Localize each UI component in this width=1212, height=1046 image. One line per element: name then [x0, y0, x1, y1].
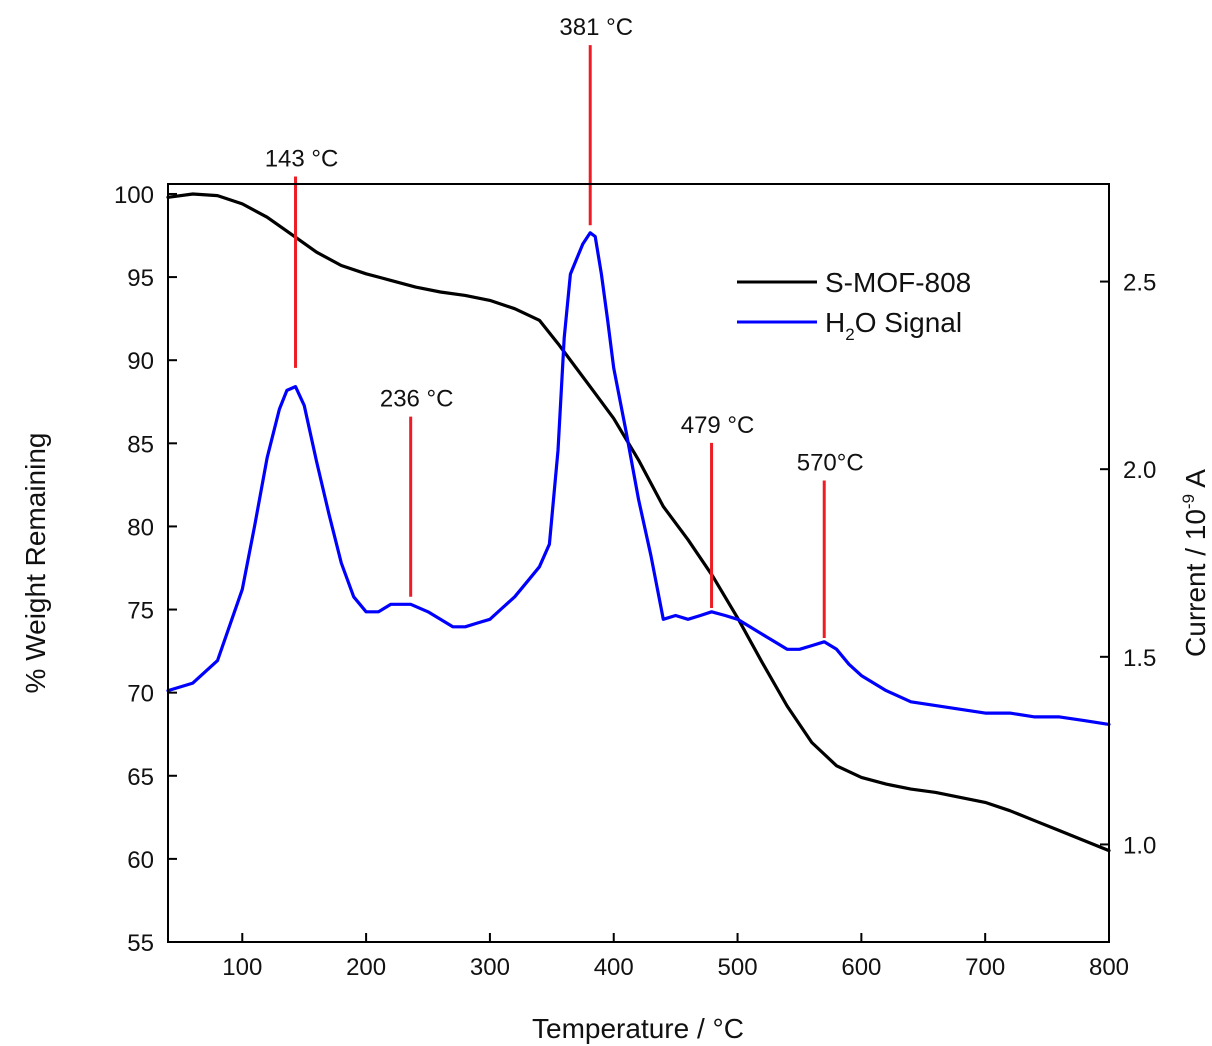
y-left-axis-title: % Weight Remaining	[20, 433, 51, 694]
x-tick-label: 800	[1089, 954, 1129, 981]
y-left-tick-label: 65	[127, 764, 154, 791]
y-right-axis-title: Current / 10-9 A	[1179, 469, 1211, 657]
x-tick-label: 600	[841, 954, 881, 981]
y-right-tick-label: 2.5	[1123, 270, 1156, 297]
y-left-tick-label: 95	[127, 265, 154, 292]
legend-label-s-mof-808: S-MOF-808	[825, 267, 971, 298]
x-axis-ticks: 100 200 300 400 500 600 700 800	[222, 933, 1129, 981]
annotation-label: 143 °C	[265, 145, 339, 172]
y-left-tick-label: 90	[127, 348, 154, 375]
y-right-title-prefix: Current / 10	[1180, 509, 1211, 657]
y-left-tick-label: 70	[127, 681, 154, 708]
legend-h2o-rest: O Signal	[855, 307, 962, 338]
y-left-tick-label: 100	[114, 182, 154, 209]
series-layer	[166, 192, 1111, 853]
x-tick-label: 100	[222, 954, 262, 981]
y-right-tick-label: 1.0	[1123, 832, 1156, 859]
legend-h2o-main: H	[825, 307, 845, 338]
y-left-tick-label: 85	[127, 431, 154, 458]
y-left-tick-label: 80	[127, 514, 154, 541]
x-axis-title: Temperature / °C	[532, 1013, 744, 1044]
annotation-label: 479 °C	[681, 412, 755, 439]
legend-label-h2o-signal: H2O Signal	[825, 307, 962, 344]
y-right-title-exponent: -9	[1179, 494, 1198, 509]
x-tick-label: 400	[594, 954, 634, 981]
y-left-axis-ticks: 55 60 65 70 75 80 85 90 95 100	[114, 182, 177, 957]
x-tick-label: 300	[470, 954, 510, 981]
plot-frame	[167, 183, 1110, 943]
series-line-h2o-signal	[166, 231, 1111, 727]
y-right-title-suffix: A	[1180, 469, 1211, 494]
y-right-tick-label: 2.0	[1123, 457, 1156, 484]
y-left-tick-label: 55	[127, 930, 154, 957]
x-tick-label: 500	[718, 954, 758, 981]
x-tick-label: 200	[346, 954, 386, 981]
y-right-tick-label: 1.5	[1123, 645, 1156, 672]
y-right-axis-ticks: 1.0 1.5 2.0 2.5	[1100, 270, 1156, 859]
y-left-tick-label: 60	[127, 847, 154, 874]
annotation-label: 570°C	[797, 449, 864, 476]
annotation-label: 381 °C	[559, 14, 633, 41]
annotation-label: 236 °C	[380, 386, 454, 413]
x-tick-label: 700	[965, 954, 1005, 981]
legend: S-MOF-808 H2O Signal	[737, 267, 971, 344]
legend-h2o-subscript: 2	[845, 325, 854, 344]
annotation-layer: 143 °C 236 °C 381 °C 479 °C 570°C	[265, 14, 864, 639]
y-left-tick-label: 75	[127, 598, 154, 625]
